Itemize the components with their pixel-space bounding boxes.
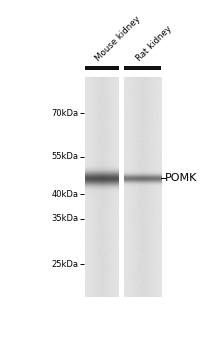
Text: Rat kidney: Rat kidney	[134, 25, 173, 63]
Text: 40kDa: 40kDa	[52, 190, 78, 199]
Text: 35kDa: 35kDa	[51, 214, 78, 223]
Text: Mouse kidney: Mouse kidney	[93, 15, 142, 63]
Bar	[85, 77, 161, 297]
Bar	[118, 77, 123, 297]
Text: 25kDa: 25kDa	[52, 260, 78, 269]
Bar	[123, 66, 161, 70]
Text: POMK: POMK	[164, 173, 196, 183]
Text: 55kDa: 55kDa	[52, 152, 78, 161]
Text: 70kDa: 70kDa	[51, 109, 78, 118]
Bar	[85, 66, 118, 70]
